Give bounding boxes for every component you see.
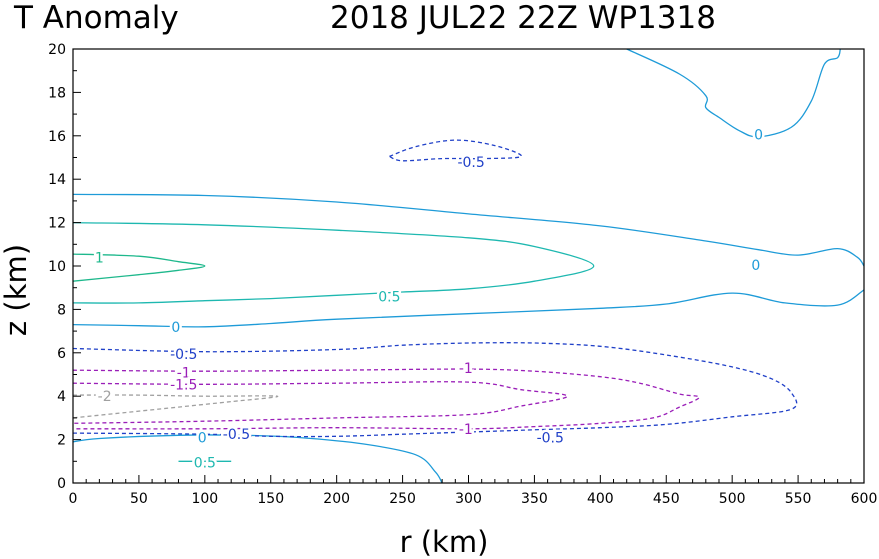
x-tick-label: 450 <box>653 491 680 507</box>
contour-label-0: 0 <box>754 128 763 144</box>
x-tick-label: 550 <box>785 491 812 507</box>
y-axis-label: z (km) <box>0 244 33 336</box>
contour-line-9 <box>72 368 700 430</box>
x-tick-label: 0 <box>69 491 78 507</box>
contour-lines <box>72 48 865 484</box>
y-tick-label: 20 <box>48 42 66 58</box>
x-tick-label: 150 <box>257 491 284 507</box>
contour-label-8: -0.5 <box>170 347 197 363</box>
x-tick-label: 50 <box>130 491 148 507</box>
chart-title-left: T Anomaly <box>13 0 179 36</box>
y-tick-label: 10 <box>48 259 66 275</box>
contour-label-15: -2 <box>98 389 112 405</box>
contour-line-7 <box>389 139 522 162</box>
contour-line-2 <box>72 434 443 484</box>
contour-label-11: -1 <box>177 365 191 381</box>
y-tick-label: 6 <box>57 346 66 362</box>
x-tick-label: 500 <box>719 491 746 507</box>
contour-label-4: 0.5 <box>378 289 400 305</box>
y-tick-label: 18 <box>48 85 66 101</box>
y-tick-label: 12 <box>48 216 66 232</box>
contour-label-12: -1 <box>459 361 473 377</box>
x-axis: 0 50 100 150 200 250 300 350 400 450 500 550 600 <box>69 475 878 507</box>
contour-label-9: -0.5 <box>223 427 250 443</box>
y-tick-label: 16 <box>48 129 66 145</box>
chart-title-right: 2018 JUL22 22Z WP1318 <box>330 0 716 36</box>
contour-line-1 <box>72 289 865 328</box>
contour-line-3 <box>626 48 841 138</box>
plot-frame <box>72 48 865 484</box>
contour-line-11 <box>72 394 278 419</box>
y-tick-label: 4 <box>57 389 66 405</box>
x-tick-label: 300 <box>455 491 482 507</box>
contour-label-10: -0.5 <box>537 430 564 446</box>
y-tick-label: 14 <box>48 172 66 188</box>
x-axis-label: r (km) <box>400 525 489 559</box>
contour-line-4 <box>72 221 595 304</box>
y-axis: 0 2 4 6 8 10 12 14 16 18 20 <box>48 42 81 492</box>
x-tick-label: 400 <box>587 491 614 507</box>
contour-label-1: 0 <box>751 258 760 274</box>
contour-label-7: -0.5 <box>457 155 484 171</box>
contour-label-3: 0 <box>198 430 207 446</box>
contour-label-2: 0 <box>171 320 180 336</box>
contour-line-5 <box>72 253 206 282</box>
x-tick-label: 200 <box>323 491 350 507</box>
contour-label-5: 0.5 <box>194 455 216 471</box>
y-tick-label: 0 <box>57 476 66 492</box>
contour-line-0 <box>72 193 865 267</box>
x-tick-label: 600 <box>851 491 878 507</box>
y-tick-label: 2 <box>57 433 66 449</box>
contour-label-6: 1 <box>95 250 104 266</box>
x-tick-label: 350 <box>521 491 548 507</box>
x-tick-label: 250 <box>389 491 416 507</box>
contour-line-10 <box>72 381 569 424</box>
x-tick-label: 100 <box>191 491 218 507</box>
contour-label-14: -1.5 <box>170 377 197 393</box>
contour-line-8 <box>72 342 798 438</box>
contour-label-13: -1 <box>459 422 473 438</box>
y-tick-label: 8 <box>57 302 66 318</box>
